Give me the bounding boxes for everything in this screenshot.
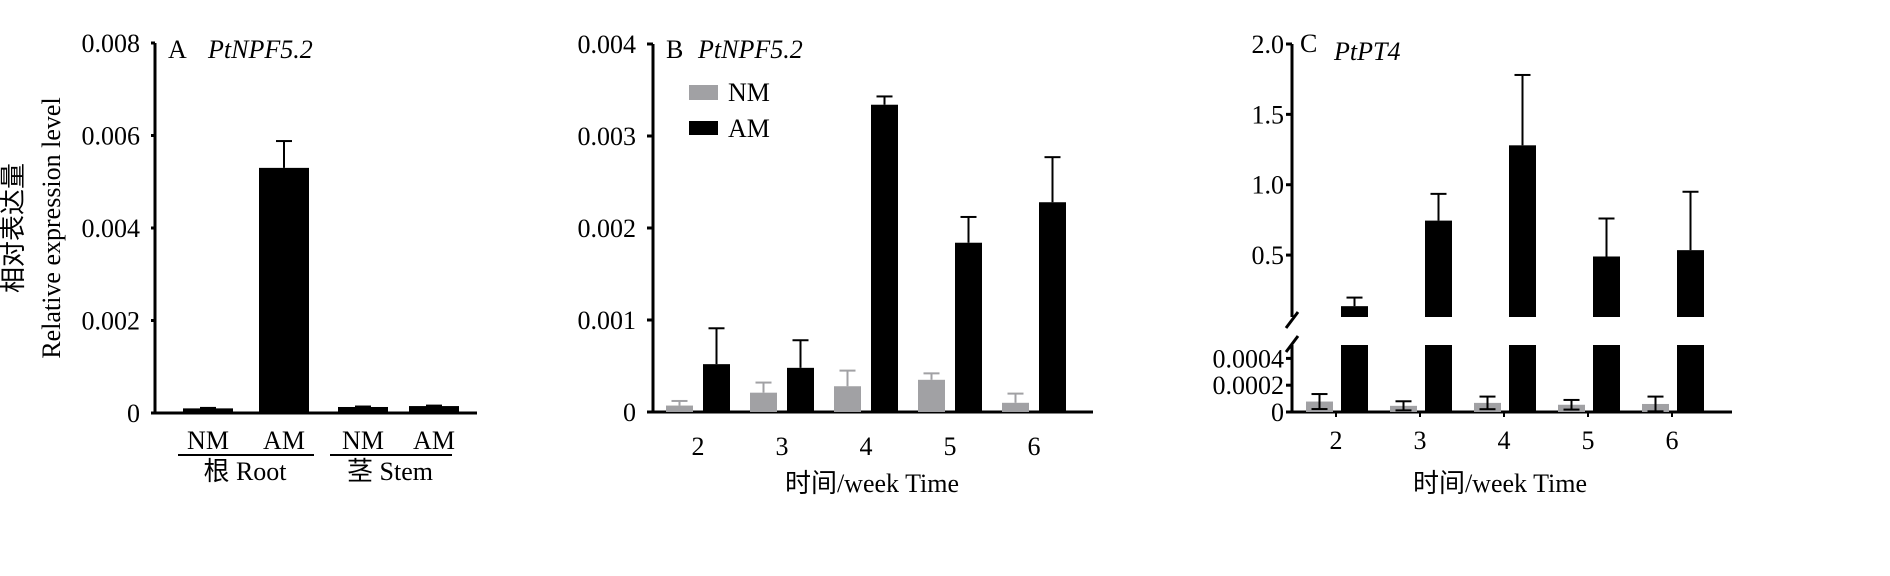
x-tick-label: NM [187, 426, 229, 455]
bar-am-upper [1341, 306, 1368, 317]
bar-am [871, 104, 898, 412]
x-tick-label: AM [413, 426, 455, 455]
y-tick-label: 0.0002 [1213, 371, 1285, 400]
bar-am [1039, 202, 1066, 412]
bar-am-upper [1677, 250, 1704, 317]
x-tick-label: 5 [944, 432, 957, 461]
gene-name: PtNPF5.2 [207, 35, 313, 64]
bar-am-lower [1593, 345, 1620, 412]
bar-nm [750, 392, 777, 412]
y-tick-label: 0.006 [82, 122, 141, 151]
bar-am [787, 367, 814, 412]
bar-am-lower [1509, 345, 1536, 412]
legend-label-nm: NM [728, 78, 770, 107]
y-tick-label: 0 [127, 399, 140, 428]
y-tick-label: 0 [1271, 398, 1284, 427]
y-tick-label: 0.002 [82, 307, 141, 336]
bar-am-lower [1341, 345, 1368, 412]
x-axis-label: 时间/week Time [785, 469, 959, 498]
y-tick-label: 1.0 [1252, 171, 1285, 200]
bar-am-upper [1425, 220, 1452, 317]
legend-label-am: AM [728, 114, 770, 143]
y-tick-label: 0.001 [578, 306, 637, 335]
axis-break-mark [1284, 335, 1300, 353]
bar-nm [918, 379, 945, 412]
x-tick-label: 6 [1666, 426, 1679, 455]
panel-letter: C [1300, 29, 1317, 58]
y-axis-label: Relative expression level [37, 97, 66, 358]
axis-break-mark [1284, 311, 1300, 329]
gene-name: PtPT4 [1333, 37, 1400, 66]
x-tick-label: 3 [776, 432, 789, 461]
x-tick-label: 2 [692, 432, 705, 461]
bar-am-upper [1509, 145, 1536, 317]
y-tick-label: 0.002 [578, 214, 637, 243]
bar-nm [666, 405, 693, 412]
gene-name: PtNPF5.2 [697, 35, 803, 64]
y-tick-label: 0.004 [82, 214, 141, 243]
bar-nm [338, 406, 388, 413]
y-tick-label: 0.003 [578, 122, 637, 151]
bar-am-lower [1425, 345, 1452, 412]
y-tick-label: 0.5 [1252, 241, 1285, 270]
y-tick-label: 0.0004 [1213, 344, 1285, 373]
bar-am [955, 242, 982, 412]
x-tick-label: 6 [1028, 432, 1041, 461]
bar-nm [1002, 402, 1029, 412]
bar-am [259, 167, 309, 413]
bar-am [409, 406, 459, 413]
group-label-stem: 茎 Stem [347, 457, 433, 486]
y-tick-label: 0.004 [578, 30, 637, 59]
x-tick-label: 3 [1414, 426, 1427, 455]
y-tick-label: 0 [623, 398, 636, 427]
x-axis-label: 时间/week Time [1413, 469, 1587, 498]
panel-letter: B [666, 35, 683, 64]
y-tick-label: 2.0 [1252, 30, 1285, 59]
x-tick-label: AM [263, 426, 305, 455]
x-tick-label: 2 [1330, 426, 1343, 455]
panel-letter: A [168, 35, 187, 64]
panel-a-chart: 相对表达量 Relative expression level A PtNPF5… [0, 29, 477, 486]
x-tick-label: 5 [1582, 426, 1595, 455]
legend-swatch-nm [689, 85, 718, 100]
group-label-root: 根 Root [203, 457, 287, 486]
legend-swatch-am [689, 121, 718, 135]
bar-am-lower [1677, 345, 1704, 412]
x-tick-label: 4 [860, 432, 873, 461]
y-tick-label: 0.008 [82, 29, 141, 58]
panel-b-chart: B PtNPF5.2 时间/week Time NM AM 0 0.001 0.00… [578, 30, 1093, 498]
x-tick-label: NM [342, 426, 384, 455]
bar-am [703, 364, 730, 412]
bar-am-upper [1593, 256, 1620, 317]
bar-nm [834, 386, 861, 412]
y-tick-label: 1.5 [1252, 100, 1285, 129]
panel-c-chart: C PtPT4 时间/week Time 0.5 1.0 1.5 2.0 00.0002… [1213, 29, 1732, 498]
y-axis-label-cn: 相对表达量 [0, 163, 28, 293]
bar-nm [183, 408, 233, 413]
x-tick-label: 4 [1498, 426, 1511, 455]
